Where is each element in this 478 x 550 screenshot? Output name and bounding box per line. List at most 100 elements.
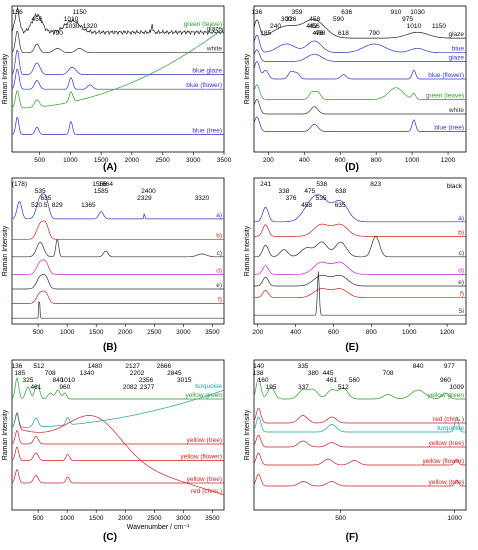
chart-title: black bbox=[447, 183, 463, 190]
peak-label: 456 bbox=[309, 23, 320, 30]
y-axis-title: Raman Intensity bbox=[244, 225, 251, 276]
series-label: white bbox=[206, 46, 223, 53]
peak-label: 1150 bbox=[73, 9, 87, 16]
series-line bbox=[253, 407, 466, 424]
series-line bbox=[12, 259, 224, 275]
y-axis-title: Raman Intensity bbox=[2, 225, 9, 276]
series-label: e) bbox=[216, 282, 222, 289]
peak-label: 823 bbox=[370, 181, 381, 188]
panel-label: (F) bbox=[346, 532, 359, 543]
series-line bbox=[254, 261, 466, 275]
peak-label: 160 bbox=[258, 377, 269, 384]
series-label: glaze bbox=[448, 54, 464, 61]
peak-label: 476 bbox=[313, 30, 324, 37]
peak-label: 2202 bbox=[130, 370, 145, 377]
panel-a: Raman Intensity 500 1000 1500 2000 2500 3000 35… bbox=[2, 5, 232, 173]
series-label: a) bbox=[216, 212, 222, 219]
panel-label: (D) bbox=[345, 162, 359, 173]
series-label: green (leave) bbox=[426, 92, 464, 99]
series-line bbox=[11, 27, 225, 109]
series-line bbox=[253, 19, 466, 39]
series-line bbox=[253, 49, 466, 62]
series-line bbox=[12, 274, 224, 290]
x-tick-label: 500 bbox=[34, 157, 45, 164]
peak-label: 240 bbox=[270, 23, 281, 30]
series-label: yellow (tree) bbox=[187, 437, 222, 444]
peak-label: 2127 bbox=[125, 363, 140, 370]
panel-b: Raman Intensity 500 1000 1500 2000 2500 3000 35… bbox=[2, 177, 225, 353]
peak-label: 512 bbox=[338, 384, 349, 391]
peak-label: 300 bbox=[281, 16, 292, 23]
series-label: blue (tree) bbox=[192, 127, 222, 134]
peak-label: 380 bbox=[308, 370, 319, 377]
peak-label: 635 bbox=[41, 195, 52, 202]
peak-label: 708 bbox=[45, 370, 56, 377]
panel-f: Raman Intensity 500 1000 yellow green red (c… bbox=[244, 359, 467, 543]
series-line bbox=[254, 223, 466, 237]
series-line bbox=[253, 84, 466, 100]
series-label: b) bbox=[216, 232, 222, 239]
series-label: white bbox=[448, 107, 465, 114]
plot-frame bbox=[253, 177, 467, 325]
series-label: blue (flower) bbox=[428, 72, 464, 79]
series-line bbox=[11, 446, 224, 461]
series-line bbox=[254, 235, 466, 258]
plot-frame bbox=[11, 177, 225, 325]
series-line bbox=[11, 68, 224, 90]
panel-label: (C) bbox=[103, 532, 117, 543]
y-axis-title: Raman Intensity bbox=[244, 409, 251, 460]
series-label: yellow (tree) bbox=[429, 440, 464, 447]
series-line bbox=[253, 116, 466, 132]
panel-d: Raman Intensity 200 400 600 800 1000 1200 glaze… bbox=[244, 5, 467, 173]
series-line bbox=[11, 377, 224, 400]
series-label: red (chris.) bbox=[433, 416, 464, 423]
peak-label: 140 bbox=[253, 363, 264, 370]
x-tick-label: 2000 bbox=[125, 157, 140, 164]
peak-label: 3015 bbox=[177, 377, 192, 384]
peak-label: 636 bbox=[341, 9, 352, 16]
series-line bbox=[11, 193, 224, 220]
series-line bbox=[254, 288, 466, 299]
peak-label: 1010 bbox=[407, 23, 422, 30]
x-tick-label: 1000 bbox=[63, 157, 78, 164]
peak-label: 1585 bbox=[94, 188, 109, 195]
peak-label: 2356 bbox=[139, 377, 154, 384]
peak-label: 185 bbox=[14, 370, 25, 377]
peak-label: 1010 bbox=[64, 16, 79, 23]
panel-label: (E) bbox=[345, 342, 358, 353]
peak-label: 960 bbox=[59, 384, 70, 391]
x-tick-label: 2500 bbox=[147, 515, 162, 522]
peak-label: (178) bbox=[12, 181, 27, 188]
x-tick-label: 1500 bbox=[89, 515, 104, 522]
peak-label: 488 bbox=[315, 30, 326, 37]
peak-label: 456 bbox=[32, 16, 43, 23]
x-tick-label: 600 bbox=[335, 157, 346, 164]
peak-label: 618 bbox=[338, 30, 349, 37]
peak-label: 136 bbox=[12, 9, 23, 16]
peak-label: 1480 bbox=[88, 363, 103, 370]
peak-label: 2666 bbox=[157, 363, 172, 370]
peak-label: 136 bbox=[12, 363, 23, 370]
peak-label: 1320 bbox=[83, 23, 98, 30]
panel-label: (B) bbox=[103, 342, 117, 353]
series-label: green (leave) bbox=[184, 21, 222, 28]
peak-label: 1010 bbox=[61, 377, 76, 384]
peak-label: 195 bbox=[266, 384, 277, 391]
peak-label: 635 bbox=[335, 202, 346, 209]
series-line bbox=[11, 389, 225, 428]
peak-label: 136 bbox=[251, 9, 262, 16]
x-tick-label: 1000 bbox=[447, 515, 462, 522]
x-tick-label: 1200 bbox=[441, 157, 456, 164]
x-tick-label: 800 bbox=[366, 329, 377, 336]
series-line bbox=[11, 6, 225, 36]
y-axis-title: Raman Intensity bbox=[244, 53, 251, 104]
series-label: turquoise bbox=[437, 425, 464, 432]
x-tick-label: 500 bbox=[33, 329, 44, 336]
peak-label: 1009 bbox=[449, 384, 464, 391]
x-tick-label: 2500 bbox=[155, 157, 170, 164]
series-label: Si bbox=[458, 308, 464, 315]
x-axis-title: Wavenumber / cm⁻¹ bbox=[127, 524, 190, 531]
series-label: yellow green bbox=[186, 392, 223, 399]
series-line bbox=[11, 429, 224, 445]
series-label: glaze bbox=[206, 26, 222, 33]
